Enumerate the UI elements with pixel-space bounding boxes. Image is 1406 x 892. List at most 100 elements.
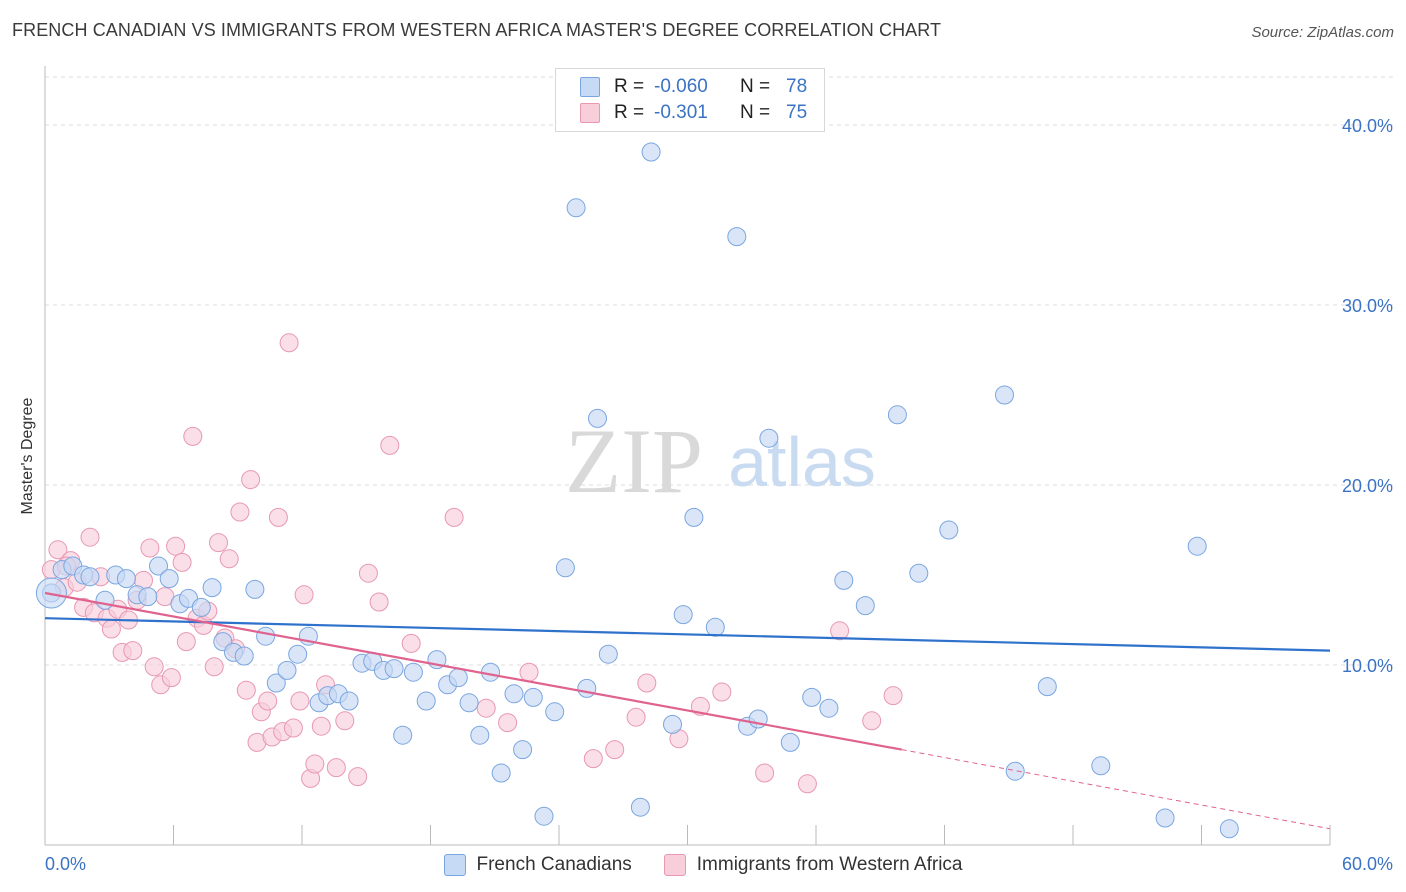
blue-data-point <box>95 590 115 610</box>
pink-data-point <box>283 718 303 738</box>
pink-data-point <box>311 716 331 736</box>
blue-data-point <box>909 563 929 583</box>
chart-title: FRENCH CANADIAN VS IMMIGRANTS FROM WESTE… <box>12 20 942 40</box>
pink-data-point <box>626 707 646 727</box>
pink-data-point <box>258 691 278 711</box>
pink-data-point <box>166 536 186 556</box>
pink-data-point <box>172 552 192 572</box>
n-label: N = <box>740 102 771 123</box>
blue-data-point <box>116 569 136 589</box>
series-legend: French Canadians Immigrants from Western… <box>0 852 1406 878</box>
pink-data-point <box>444 507 464 527</box>
blue-data-point <box>887 405 907 425</box>
blue-data-point <box>939 520 959 540</box>
pink-data-point <box>101 619 121 639</box>
blue-data-point <box>995 385 1014 405</box>
pink-data-point <box>268 507 288 527</box>
blue-data-point <box>191 597 211 617</box>
pink-data-point <box>140 538 160 558</box>
zipatlas-watermark: ZIP atlas <box>565 410 876 512</box>
pink-data-point <box>209 533 228 553</box>
blue-data-point <box>566 198 586 218</box>
x-tick-label: 0.0% <box>45 854 86 874</box>
blue-data-point <box>459 693 479 713</box>
pink-data-point <box>161 668 181 688</box>
blue-data-point <box>1091 756 1111 776</box>
blue-data-point <box>663 714 682 734</box>
legend-item-french-canadians[interactable]: French Canadians <box>443 854 632 876</box>
pink-data-point <box>326 758 346 778</box>
blue-data-point <box>802 687 822 707</box>
pink-data-point <box>204 657 224 677</box>
y-tick-label: 40.0% <box>1342 116 1393 136</box>
pink-data-point <box>290 691 310 711</box>
blue-data-point <box>598 644 618 664</box>
pink-data-point <box>862 711 882 731</box>
r-value: -0.301 <box>654 102 708 123</box>
n-value: 75 <box>786 102 808 123</box>
pink-data-point <box>605 740 625 760</box>
blue-data-point <box>834 570 854 590</box>
blue-data-point <box>1187 536 1207 556</box>
blue-data-point <box>339 691 359 711</box>
blue-swatch-icon <box>443 854 466 876</box>
blue-data-point <box>684 507 704 527</box>
pink-data-point <box>348 767 368 787</box>
axes <box>44 66 1331 846</box>
trend-lines <box>44 591 1331 830</box>
blue-data-point <box>1005 761 1025 781</box>
y-tick-label: 10.0% <box>1342 656 1393 676</box>
blue-data-point <box>138 587 158 607</box>
pink-data-point <box>637 673 657 693</box>
blue-data-point <box>819 698 839 718</box>
blue-data-point <box>277 660 297 680</box>
blue-data-point <box>759 428 779 448</box>
pink-data-point <box>476 698 496 718</box>
pink-data-point <box>797 774 817 794</box>
x-tick-label: 60.0% <box>1342 854 1393 874</box>
blue-data-point <box>416 691 436 711</box>
pink-data-point <box>241 470 261 490</box>
blue-data-point <box>641 142 661 162</box>
blue-data-point <box>577 678 597 698</box>
blue-data-point <box>555 558 575 578</box>
blue-data-point-large <box>35 577 67 609</box>
pink-data-point <box>144 657 164 677</box>
blue-data-point <box>513 740 533 760</box>
pink-data-point <box>294 585 314 605</box>
immigrants-trend-extension <box>901 749 1331 830</box>
y-tick-label: 20.0% <box>1342 476 1393 496</box>
n-label: N = <box>740 76 771 97</box>
correlation-legend: R = -0.060 N = 78 R = -0.301 N = 75 <box>555 68 825 132</box>
blue-data-point <box>534 806 554 826</box>
pink-data-point <box>369 592 389 612</box>
pink-data-point <box>305 754 325 774</box>
blue-data-point <box>588 408 607 428</box>
blue-data-point <box>630 797 650 817</box>
blue-data-point <box>855 596 875 616</box>
pink-swatch-icon <box>663 854 686 876</box>
blue-data-point <box>1219 819 1239 839</box>
blue-swatch-icon <box>580 77 600 97</box>
blue-data-point <box>245 579 265 599</box>
pink-data-point <box>755 763 775 783</box>
tick-labels: 10.0% 20.0% 30.0% 40.0% 0.0% 60.0% <box>45 116 1393 874</box>
pink-data-point <box>335 711 355 731</box>
blue-data-point <box>403 662 423 682</box>
blue-data-point <box>384 659 404 679</box>
blue-data-point <box>504 684 524 704</box>
blue-data-point <box>727 227 747 247</box>
pink-data-point <box>583 749 603 769</box>
legend-item-immigrants-western-africa[interactable]: Immigrants from Western Africa <box>663 854 962 876</box>
series-immigrants-western-africa-points <box>41 333 903 794</box>
blue-data-point <box>1037 677 1057 697</box>
y-tick-label: 30.0% <box>1342 296 1393 316</box>
pink-data-point <box>183 426 203 446</box>
r-label: R = <box>614 76 645 97</box>
pink-data-point <box>358 563 378 583</box>
pink-data-point <box>401 633 421 653</box>
blue-data-point <box>159 569 179 589</box>
legend-label: French Canadians <box>476 854 632 875</box>
blue-data-point <box>673 605 693 625</box>
blue-data-point <box>149 556 168 576</box>
